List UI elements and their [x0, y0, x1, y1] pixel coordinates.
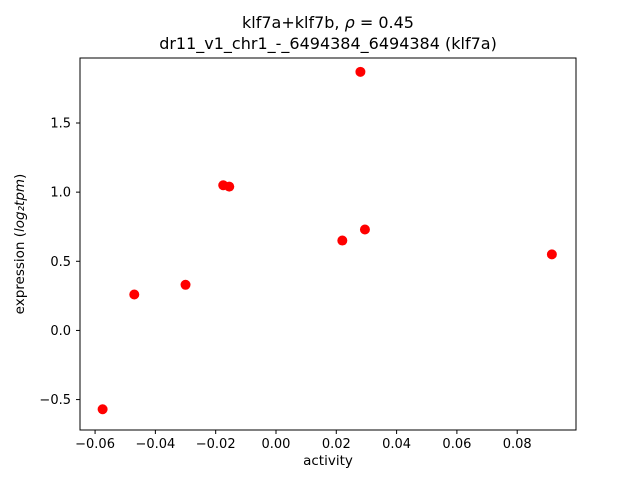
chart-title: klf7a+klf7b, ρ = 0.45: [242, 13, 414, 32]
data-point: [129, 289, 140, 300]
x-tick-label: 0.02: [322, 437, 351, 452]
axes-frame: [79, 57, 577, 431]
x-tick-label: −0.06: [75, 437, 115, 452]
chart-subtitle: dr11_v1_chr1_-_6494384_6494384 (klf7a): [159, 34, 497, 54]
data-point: [546, 249, 557, 260]
data-point: [180, 279, 191, 290]
x-tick-label: −0.04: [135, 437, 175, 452]
x-tick-label: −0.02: [196, 437, 236, 452]
x-tick-label: 0.06: [442, 437, 471, 452]
plot-contents: −0.06 −0.04 −0.02 0.00 0.02 0.04 0.06 0.08 −0.5 0…: [39, 57, 577, 452]
data-point: [337, 235, 348, 246]
y-tick-label: 0.5: [50, 255, 71, 270]
x-tick-label: 0.00: [262, 437, 291, 452]
x-tick-label: 0.08: [503, 437, 532, 452]
data-point: [224, 181, 235, 192]
data-point: [97, 404, 108, 415]
data-point: [359, 224, 370, 235]
y-tick-label: −0.5: [39, 393, 71, 408]
x-axis-label: activity: [303, 453, 353, 469]
y-tick-label: 1.5: [50, 116, 71, 131]
y-tick-label: 0.0: [50, 324, 71, 339]
x-tick-label: 0.04: [382, 437, 411, 452]
y-axis-label: expression (log₂tpm): [12, 174, 28, 315]
data-point: [355, 66, 366, 77]
y-tick-label: 1.0: [50, 186, 71, 201]
